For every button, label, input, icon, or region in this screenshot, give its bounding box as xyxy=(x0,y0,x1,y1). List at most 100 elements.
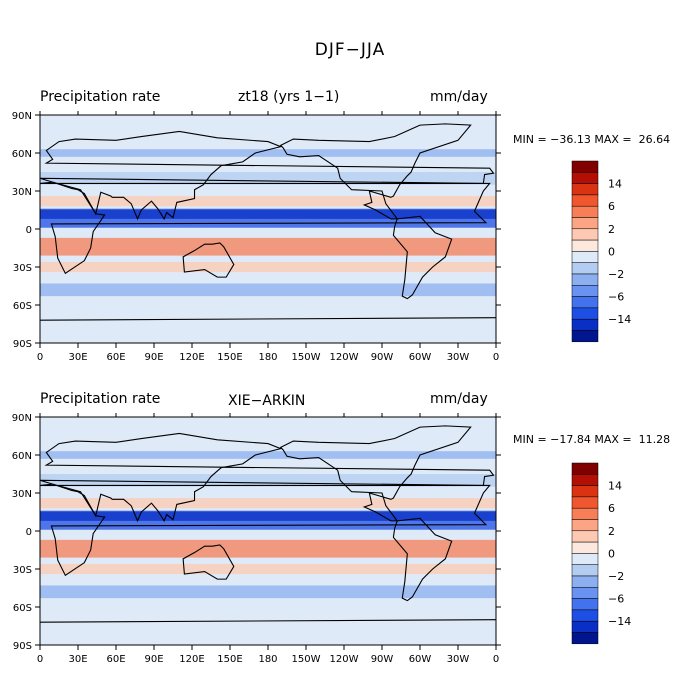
colorbar-swatch xyxy=(571,485,599,498)
colorbar-swatch xyxy=(571,194,599,207)
x-tick-label: 180 xyxy=(258,654,277,665)
colorbar-swatch xyxy=(571,205,599,218)
x-tick-label: 0 xyxy=(493,654,499,665)
x-tick-label: 30W xyxy=(447,654,470,665)
colorbar-swatch xyxy=(571,318,599,331)
precipitation-band xyxy=(40,196,496,207)
x-tick-label: 60E xyxy=(106,352,125,363)
coastline xyxy=(182,242,235,278)
colorbar-label: 0 xyxy=(608,547,615,560)
x-tick-label: 180 xyxy=(258,352,277,363)
panel-model: Precipitation rate zt18 (yrs 1−1) mm/day… xyxy=(0,85,700,385)
colorbar-label: 6 xyxy=(608,200,615,213)
y-tick-label: 90S xyxy=(13,339,32,350)
colorbar-swatch xyxy=(571,575,599,588)
coastline xyxy=(182,544,235,580)
precipitation-band xyxy=(40,563,496,575)
colorbar-swatch xyxy=(571,239,599,252)
precipitation-band xyxy=(40,539,496,558)
x-tick-label: 150E xyxy=(217,654,242,665)
x-tick-label: 0 xyxy=(37,654,43,665)
colorbar-label: −6 xyxy=(608,593,624,606)
precipitation-band xyxy=(40,498,496,509)
colorbar-swatch xyxy=(571,587,599,599)
x-tick-label: 120W xyxy=(330,654,359,665)
y-tick-label: 0 xyxy=(26,527,32,538)
x-tick-label: 120W xyxy=(330,352,359,363)
colorbar-label: −2 xyxy=(608,268,624,281)
colorbar-swatch xyxy=(571,609,599,622)
colorbar-label: 6 xyxy=(608,502,615,515)
colorbar-swatch xyxy=(571,217,599,230)
panel-source-label: XIE−ARKIN xyxy=(228,393,306,409)
precipitation-map: 0 30E 60E 90E 120E 150E 180 150W 120W 90W 60W 30W 0 9… xyxy=(12,111,501,363)
y-tick-label: 60S xyxy=(13,301,32,312)
x-tick-label: 30E xyxy=(68,654,87,665)
colorbar-swatch xyxy=(571,519,599,532)
y-tick-label: 0 xyxy=(26,225,32,236)
colorbar-label: 2 xyxy=(608,525,615,538)
x-tick-label: 60W xyxy=(409,352,432,363)
colorbar-swatch xyxy=(571,598,599,611)
colorbar-swatch xyxy=(571,273,599,286)
colorbar-label: −2 xyxy=(608,570,624,583)
panel-units-label: mm/day xyxy=(430,89,488,105)
y-tick-label: 90N xyxy=(12,413,32,424)
colorbar-label: 0 xyxy=(608,245,615,258)
x-tick-label: 150W xyxy=(292,654,321,665)
y-tick-label: 30S xyxy=(13,565,32,576)
x-tick-label: 90E xyxy=(144,352,163,363)
panel-source-label: zt18 (yrs 1−1) xyxy=(238,89,340,105)
colorbar-swatch xyxy=(571,228,599,241)
coastline xyxy=(279,425,472,522)
precipitation-map: 0 30E 60E 90E 120E 150E 180 150W 120W 90W 60W 30W 09… xyxy=(12,413,501,665)
colorbar-swatch xyxy=(571,632,599,645)
y-tick-label: 30N xyxy=(12,489,32,500)
x-tick-label: 60W xyxy=(409,654,432,665)
colorbar-swatch xyxy=(571,507,599,520)
coastline xyxy=(392,517,453,602)
precipitation-band xyxy=(40,585,496,599)
y-tick-label: 60N xyxy=(12,149,32,160)
x-tick-label: 120E xyxy=(179,352,204,363)
colorbar-swatch xyxy=(571,474,599,486)
precipitation-band xyxy=(40,172,496,185)
antarctic-coastline xyxy=(40,317,496,321)
colorbar-label: −14 xyxy=(608,313,631,326)
x-tick-label: 120E xyxy=(179,654,204,665)
colorbar-swatch xyxy=(571,296,599,309)
precipitation-band xyxy=(40,474,496,487)
colorbar-swatch xyxy=(571,564,599,577)
colorbar: 14 6 2 0 −2 −6 −14 xyxy=(571,462,631,645)
coastline xyxy=(279,123,472,220)
x-tick-label: 60E xyxy=(106,654,125,665)
colorbar-swatch xyxy=(571,530,599,543)
figure-title: DJF−JJA xyxy=(314,40,386,60)
y-tick-label: 30S xyxy=(13,263,32,274)
x-tick-label: 150W xyxy=(292,352,321,363)
colorbar-swatch xyxy=(571,172,599,184)
precipitation-band xyxy=(40,283,496,297)
x-tick-label: 30W xyxy=(447,352,470,363)
y-tick-label: 90S xyxy=(13,641,32,652)
x-tick-label: 90W xyxy=(371,654,394,665)
precipitation-band xyxy=(40,261,496,273)
colorbar: 14 6 2 0 −2 −6 −14 xyxy=(571,160,631,343)
x-tick-label: 90E xyxy=(144,654,163,665)
y-tick-label: 60N xyxy=(12,451,32,462)
colorbar-swatch xyxy=(571,541,599,554)
colorbar-swatch xyxy=(571,251,599,263)
precipitation-band xyxy=(40,237,496,256)
colorbar-label: 14 xyxy=(608,480,622,493)
x-tick-label: 0 xyxy=(493,352,499,363)
antarctic-coastline xyxy=(40,619,496,623)
colorbar-swatch xyxy=(571,496,599,509)
y-tick-label: 60S xyxy=(13,603,32,614)
x-tick-label: 90W xyxy=(371,352,394,363)
panel-variable-label: Precipitation rate xyxy=(40,89,161,105)
x-tick-label: 30E xyxy=(68,352,87,363)
coastline xyxy=(40,130,495,221)
coastline xyxy=(392,215,453,300)
x-tick-label: 150E xyxy=(217,352,242,363)
precipitation-band xyxy=(40,510,496,521)
